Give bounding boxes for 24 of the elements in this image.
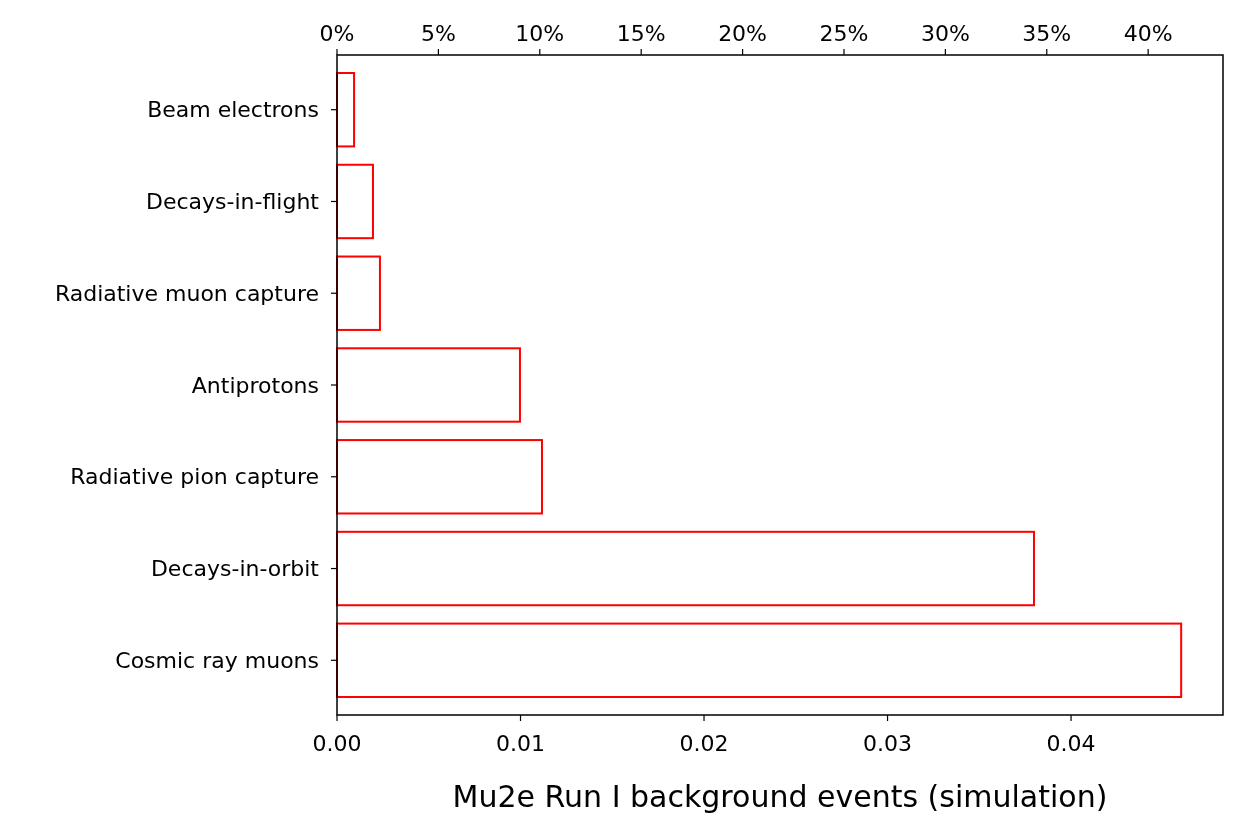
x-tick-label: 0.03 xyxy=(863,731,913,756)
x-tick-label: 0.01 xyxy=(496,731,546,756)
x-tick-label: 0.04 xyxy=(1046,731,1096,756)
y-tick-label: Antiprotons xyxy=(191,372,319,398)
x2-tick-label: 5% xyxy=(420,21,456,46)
x2-tick-label: 15% xyxy=(616,21,666,46)
x2-tick-label: 30% xyxy=(920,21,970,46)
y-tick-label: Decays-in-flight xyxy=(146,189,320,215)
x2-tick-label: 25% xyxy=(819,21,869,46)
y-tick-label: Decays-in-orbit xyxy=(150,556,320,582)
y-tick-label: Radiative pion capture xyxy=(70,464,319,490)
x2-tick-label: 10% xyxy=(515,21,565,46)
x2-tick-label: 20% xyxy=(718,21,768,46)
bar xyxy=(336,530,1035,607)
x2-tick-label: 35% xyxy=(1022,21,1072,46)
bar xyxy=(336,622,1183,698)
x-tick-label: 0.00 xyxy=(312,731,362,756)
x2-tick-label: 0% xyxy=(319,21,355,46)
y-tick-label: Beam electrons xyxy=(147,97,319,123)
y-tick-label: Cosmic ray muons xyxy=(115,647,319,673)
x-tick-label: 0.02 xyxy=(679,731,729,756)
x2-tick-label: 40% xyxy=(1123,21,1173,46)
y-tick-label: Radiative muon capture xyxy=(54,280,319,306)
x-axis-title: Mu2e Run I background events (simulation) xyxy=(452,779,1108,814)
